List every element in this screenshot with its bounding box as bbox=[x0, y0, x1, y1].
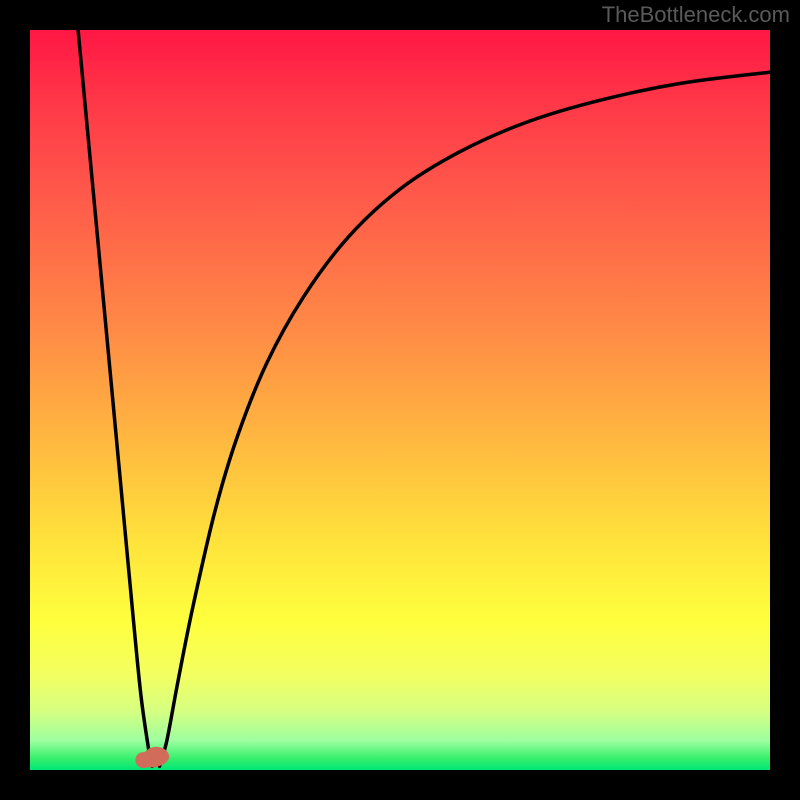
chart-container: TheBottleneck.com bbox=[0, 0, 800, 800]
plot-area bbox=[30, 30, 770, 770]
bottleneck-curve bbox=[30, 30, 770, 770]
watermark-text: TheBottleneck.com bbox=[602, 2, 790, 28]
